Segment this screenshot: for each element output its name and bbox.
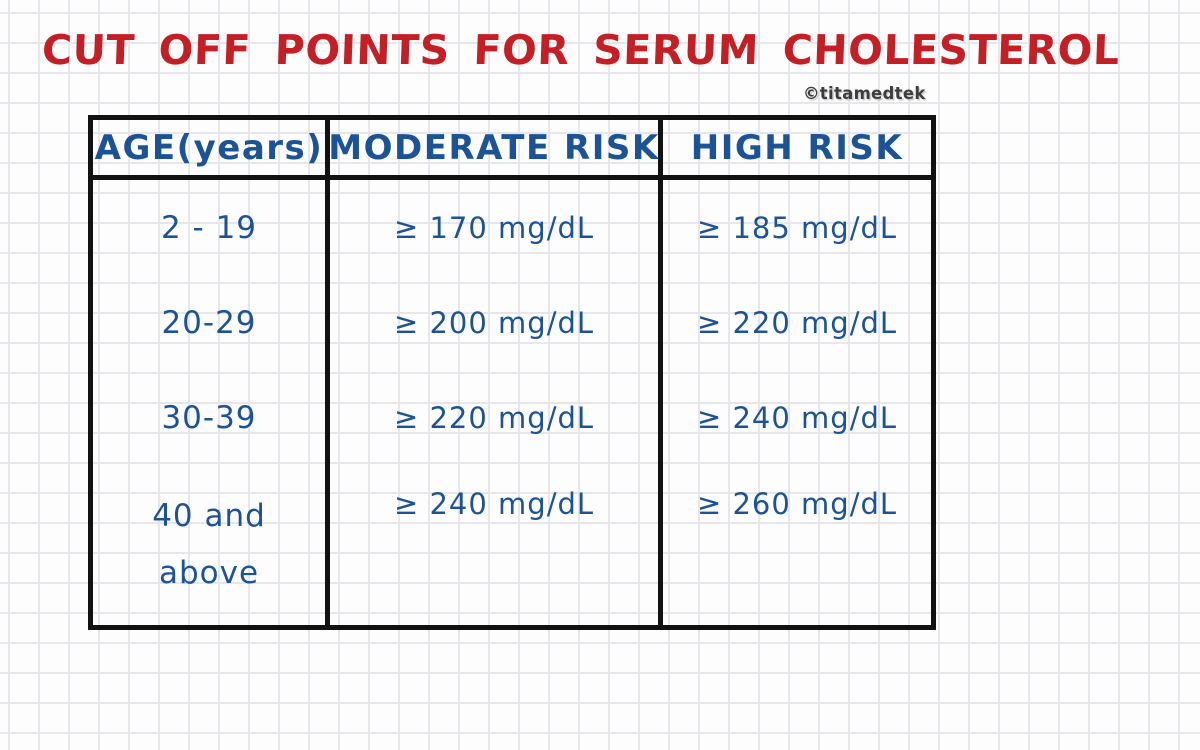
- age-range-text: 40 and above: [152, 497, 266, 591]
- column-header-age: AGE(years): [93, 120, 330, 180]
- high-risk-value: ≥ 240 mg/dL: [696, 400, 898, 435]
- column-header-moderate-risk: MODERATE RISK: [328, 120, 663, 180]
- moderate-risk-value: ≥ 170 mg/dL: [330, 180, 663, 275]
- moderate-risk-value: ≥ 240 mg/dL: [330, 465, 663, 625]
- column-header-high-risk: HIGH RISK: [663, 120, 931, 180]
- high-risk-value: ≥ 260 mg/dL: [696, 487, 898, 521]
- age-range-cell: 20-29: [93, 275, 330, 370]
- high-risk-value: ≥ 220 mg/dL: [696, 305, 898, 340]
- age-range-cell: 2 - 19: [93, 180, 330, 275]
- age-range-cell: 30-39: [93, 370, 330, 465]
- moderate-risk-value: ≥ 200 mg/dL: [330, 275, 663, 370]
- page-title: CUT OFF POINTS FOR SERUM CHOLESTEROL: [41, 26, 1121, 74]
- cholesterol-table: AGE(years) MODERATE RISK HIGH RISK 2 - 1…: [88, 115, 936, 630]
- age-range-cell: 40 and above: [93, 465, 330, 625]
- moderate-risk-value: ≥ 220 mg/dL: [330, 370, 663, 465]
- high-risk-value: ≥ 185 mg/dL: [696, 210, 898, 245]
- watermark: ©titamedtek: [803, 84, 926, 103]
